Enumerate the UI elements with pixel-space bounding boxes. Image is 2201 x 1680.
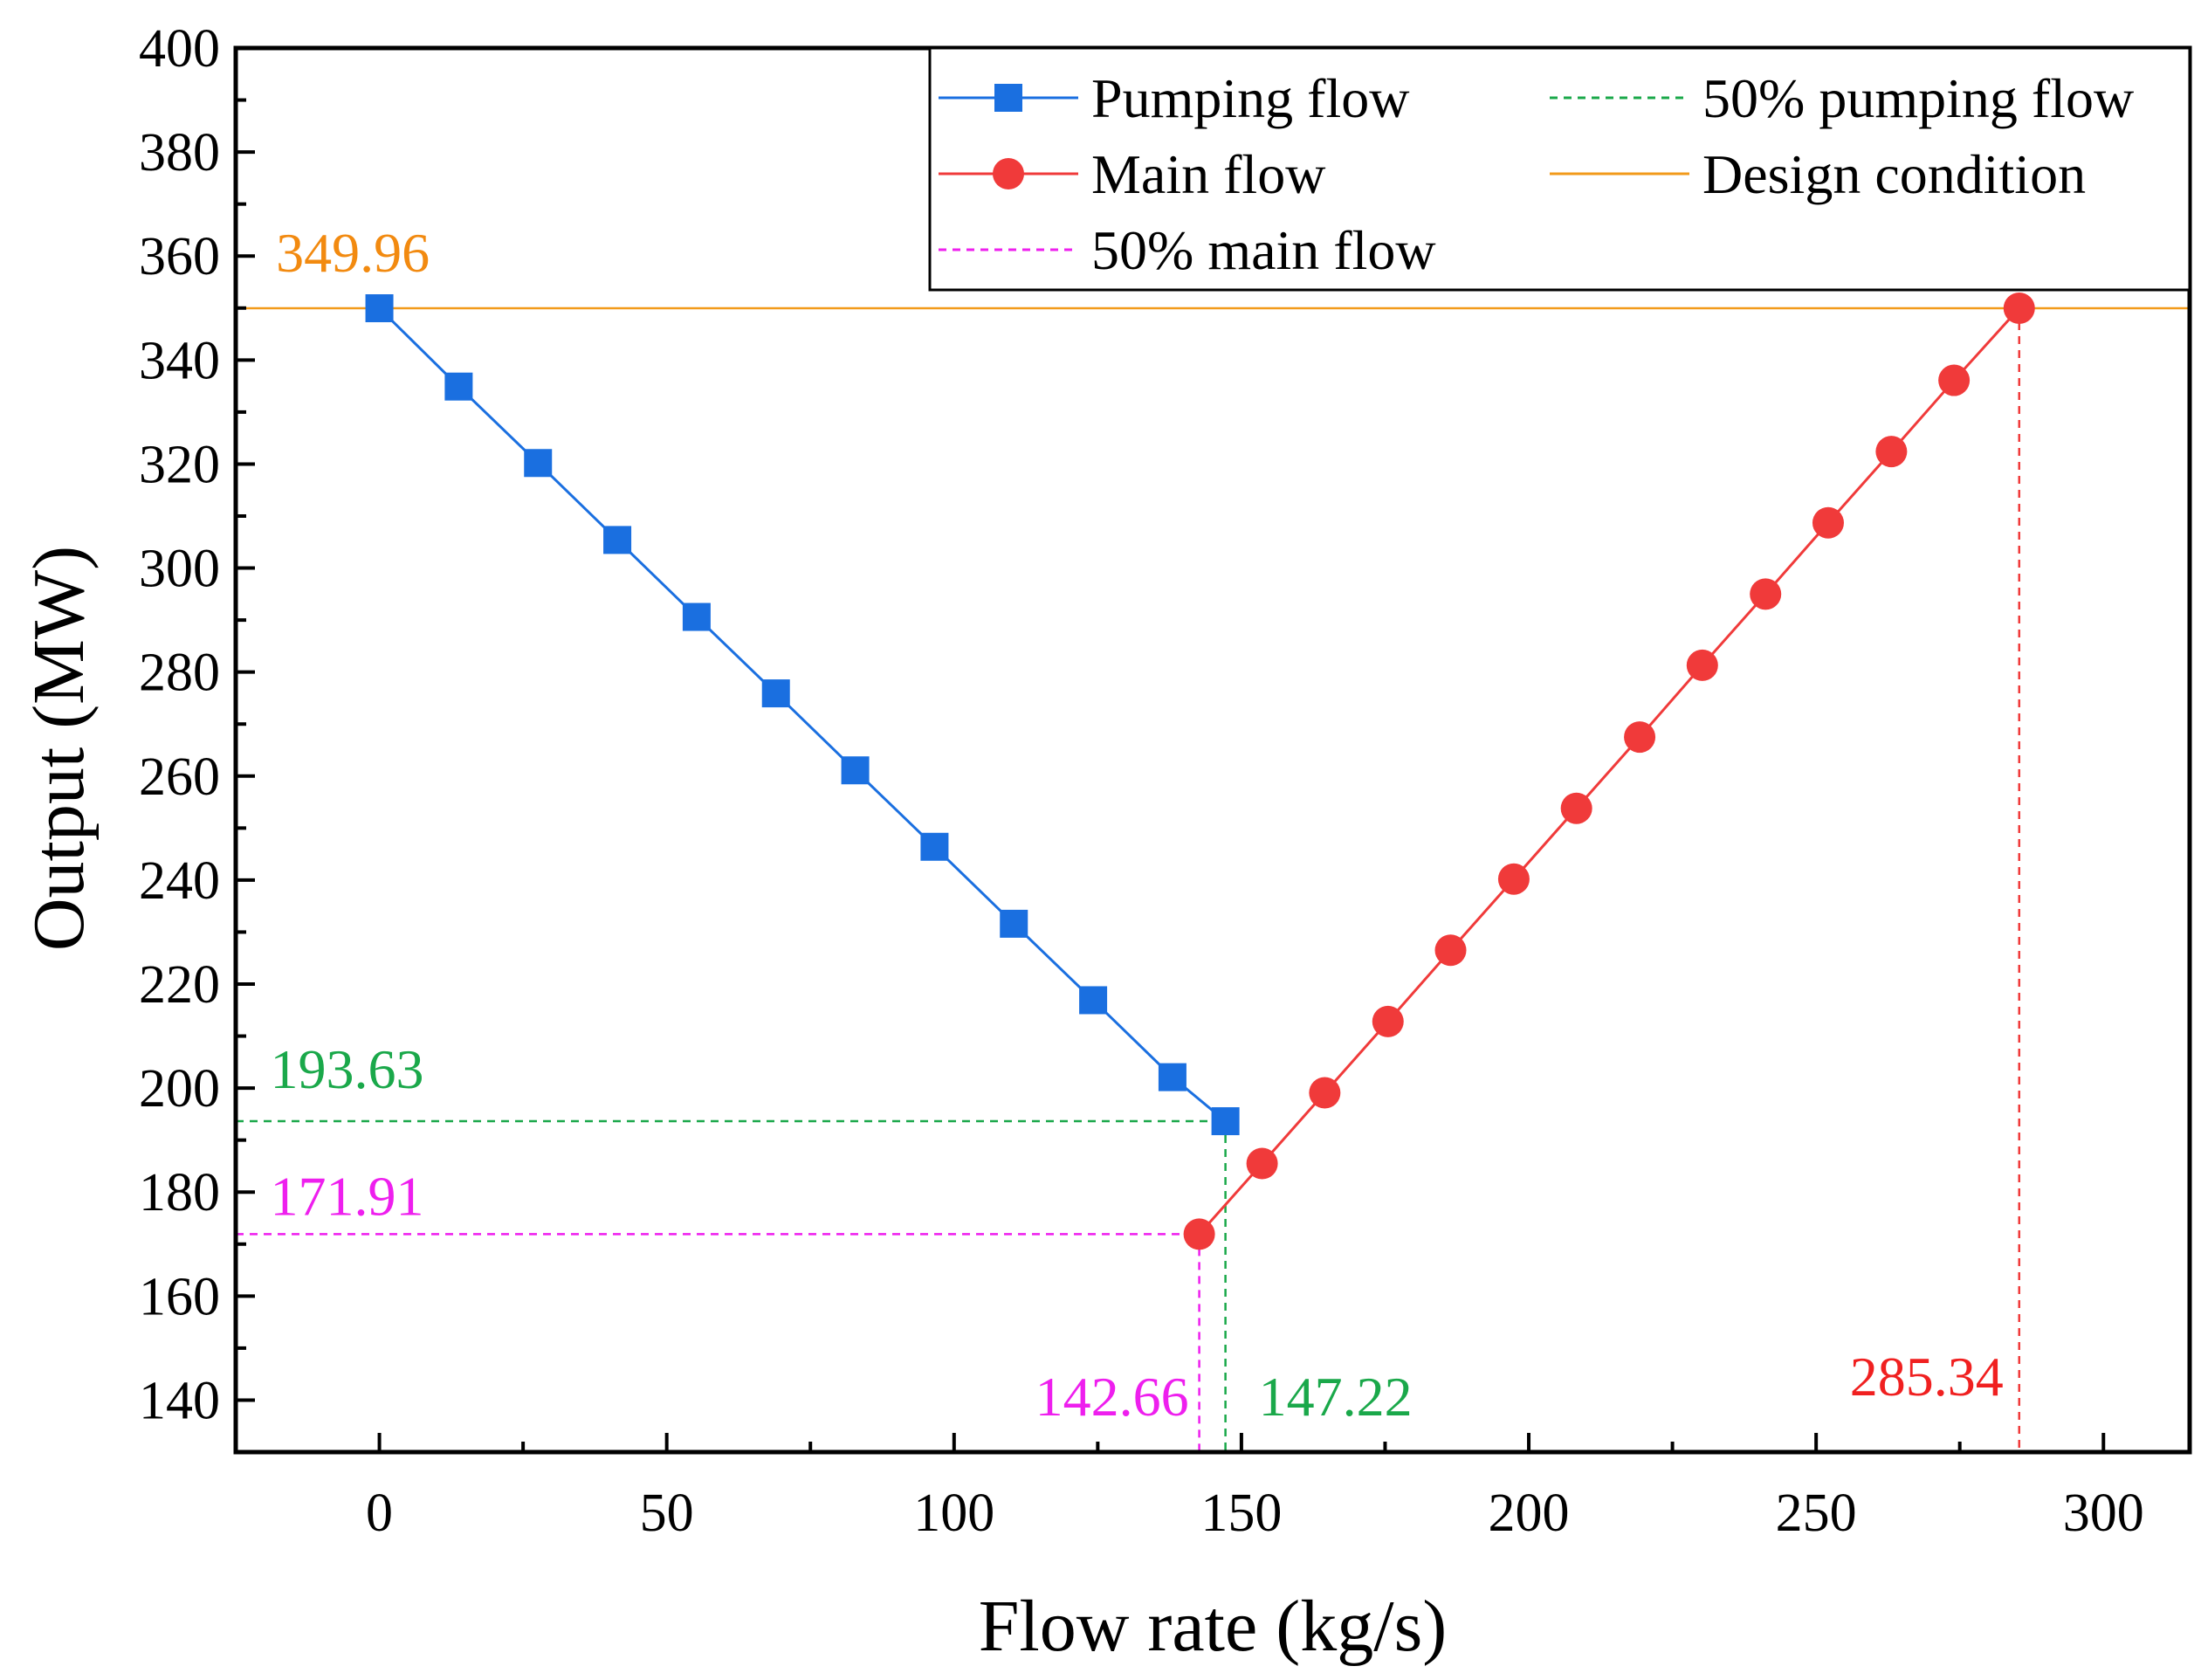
main-output-50-label: 171.91 <box>270 1165 423 1227</box>
x-tick-label: 200 <box>1489 1484 1570 1543</box>
design-flow-label: 285.34 <box>1850 1346 2004 1408</box>
legend-item-50-main-flow-label: 50% main flow <box>1091 219 1436 281</box>
pumping-flow-point <box>1211 1107 1240 1136</box>
x-tick-label: 300 <box>2063 1484 2144 1543</box>
pumping-flow-point <box>920 832 949 861</box>
pumping-flow-point <box>841 756 870 785</box>
y-tick-label: 280 <box>139 644 220 703</box>
reference-lines <box>236 306 2190 1452</box>
pumping-flow-point <box>524 449 553 478</box>
x-tick-label: 150 <box>1200 1484 1282 1543</box>
x-tick-label: 0 <box>366 1484 393 1543</box>
main-flow-point <box>1686 649 1718 681</box>
legend-item-50-pumping-flow-label: 50% pumping flow <box>1702 67 2134 129</box>
main-flow-point <box>1183 1218 1215 1250</box>
pumping-flow-point <box>1158 1063 1186 1091</box>
legend-item-main-flow-label: Main flow <box>1091 143 1325 205</box>
main-flow-point <box>1875 436 1908 468</box>
main-flow-50-label: 142.66 <box>1035 1366 1189 1428</box>
legend-item-pumping-flow-label: Pumping flow <box>1091 67 1409 129</box>
pumping-output-50-label: 193.63 <box>270 1038 423 1100</box>
design-output-label: 349.96 <box>276 222 430 284</box>
y-tick-label: 160 <box>139 1267 220 1326</box>
x-axis-title: Flow rate (kg/s) <box>979 1586 1448 1667</box>
legend-box <box>928 46 2191 292</box>
main-flow-point <box>1750 578 1782 610</box>
x-axis-ticks: 0 50 100 150 200 250 300 <box>366 1433 2144 1543</box>
x-tick-label: 100 <box>913 1484 994 1543</box>
legend-item-design-condition-label: Design condition <box>1702 143 2086 205</box>
main-flow-line <box>1198 307 2020 1236</box>
main-flow-point <box>1497 863 1530 895</box>
pumping-flow-50-label: 147.22 <box>1259 1366 1413 1428</box>
main-flow-point <box>1246 1147 1278 1180</box>
y-tick-label: 200 <box>139 1059 220 1119</box>
pumping-flow-point <box>365 294 394 323</box>
pumping-flow-point <box>603 526 632 554</box>
legend: Pumping flow 50% pumping flow Main flow Des… <box>928 46 2191 292</box>
pumping-flow-point <box>1000 909 1028 938</box>
pumping-flow-point <box>444 372 473 401</box>
y-tick-label: 220 <box>139 955 220 1015</box>
y-tick-label: 300 <box>139 540 220 599</box>
main-flow-point <box>1624 721 1656 754</box>
y-tick-label: 320 <box>139 435 220 494</box>
x-tick-label: 50 <box>640 1484 694 1543</box>
main-flow-point <box>1812 506 1844 539</box>
pumping-flow-point <box>1079 986 1108 1015</box>
legend-item-pumping-flow-swatch-marker <box>994 84 1022 112</box>
y-tick-label: 380 <box>139 123 220 182</box>
y-tick-label: 260 <box>139 747 220 807</box>
main-flow-point <box>1938 364 1971 396</box>
pumping-flow-point <box>682 602 711 631</box>
main-flow-point <box>1309 1077 1341 1109</box>
pumping-flow-point <box>761 679 790 708</box>
main-flow-point <box>2003 293 2035 325</box>
main-flow-point <box>1372 1005 1404 1037</box>
y-tick-label: 360 <box>139 227 220 286</box>
y-tick-label: 340 <box>139 331 220 390</box>
y-axis-title: Output (MW) <box>18 546 100 951</box>
y-tick-label: 140 <box>139 1371 220 1430</box>
y-tick-label: 240 <box>139 851 220 911</box>
main-flow-point <box>1434 934 1467 967</box>
data-series <box>365 293 2035 1250</box>
y-tick-label: 400 <box>139 19 220 79</box>
legend-item-main-flow-swatch-marker <box>993 158 1024 189</box>
y-axis-ticks: 140 160 180 200 220 240 260 280 300 320 340 360 380 4… <box>139 19 255 1454</box>
y-tick-label: 180 <box>139 1163 220 1222</box>
value-annotations: 349.96 193.63 171.91 142.66 147.22 285.34 <box>270 222 2003 1428</box>
main-flow-point <box>1560 792 1592 824</box>
x-tick-label: 250 <box>1776 1484 1857 1543</box>
